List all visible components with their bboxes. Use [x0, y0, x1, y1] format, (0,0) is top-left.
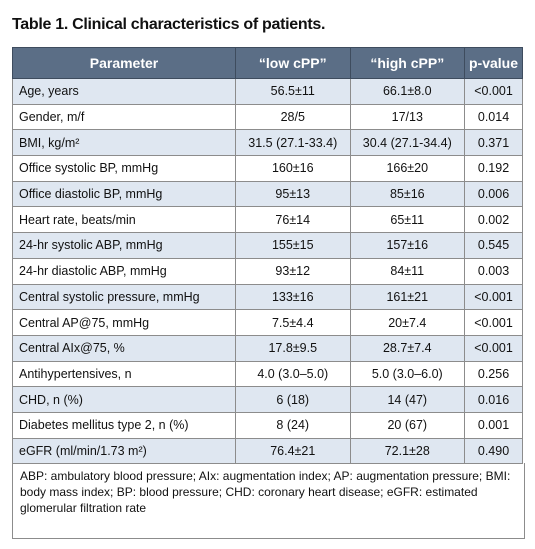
table-row: 24-hr systolic ABP, mmHg 155±15 157±16 0.54…	[12, 232, 523, 259]
table-cell: 93±12	[235, 257, 351, 285]
table-cell: Central AIx@75, %	[12, 334, 236, 362]
table-cell: 24-hr diastolic ABP, mmHg	[12, 257, 236, 285]
table-cell: eGFR (ml/min/1.73 m²)	[12, 437, 236, 465]
table-row: CHD, n (%) 6 (18) 14 (47) 0.016	[12, 386, 523, 413]
table-cell: 17/13	[349, 103, 466, 131]
table-cell: 24-hr systolic ABP, mmHg	[12, 232, 236, 259]
header-row: Parameter “low cPP” “high cPP” p-value	[12, 47, 523, 79]
table-row: Office systolic BP, mmHg 160±16 166±20 0.19…	[12, 155, 523, 182]
table-cell: Heart rate, beats/min	[12, 206, 236, 234]
table-cell: 84±11	[349, 257, 466, 285]
column-header: “high cPP”	[349, 47, 466, 79]
table: Parameter “low cPP” “high cPP” p-value Age,…	[12, 47, 523, 465]
table-cell: Antihypertensives, n	[12, 360, 236, 388]
table-row: eGFR (ml/min/1.73 m²) 76.4±21 72.1±28 0.490	[12, 437, 523, 465]
table-cell: 5.0 (3.0–6.0)	[349, 360, 466, 388]
table-cell: 133±16	[235, 283, 351, 311]
table-cell: 0.192	[464, 155, 523, 182]
table-row: Gender, m/f 28/5 17/13 0.014	[12, 103, 523, 131]
table-cell: 166±20	[349, 155, 466, 182]
table-cell: 66.1±8.0	[349, 78, 466, 105]
table-cell: 0.002	[464, 206, 523, 234]
table-cell: 7.5±4.4	[235, 309, 351, 336]
table-cell: 6 (18)	[235, 386, 351, 413]
table-cell: <0.001	[464, 309, 523, 336]
table-cell: Office diastolic BP, mmHg	[12, 180, 236, 208]
table-cell: Gender, m/f	[12, 103, 236, 131]
table-cell: 76±14	[235, 206, 351, 234]
table-cell: 72.1±28	[349, 437, 466, 465]
table-cell: BMI, kg/m²	[12, 129, 236, 157]
table-cell: 160±16	[235, 155, 351, 182]
table-row: Diabetes mellitus type 2, n (%) 8 (24) 20 …	[12, 411, 523, 439]
table-cell: Office systolic BP, mmHg	[12, 155, 236, 182]
table-cell: <0.001	[464, 334, 523, 362]
table-cell: 65±11	[349, 206, 466, 234]
table-row: Age, years 56.5±11 66.1±8.0 <0.001	[12, 78, 523, 105]
table-cell: 76.4±21	[235, 437, 351, 465]
table-cell: 56.5±11	[235, 78, 351, 105]
table-row: BMI, kg/m² 31.5 (27.1-33.4) 30.4 (27.1-34.…	[12, 129, 523, 157]
table-cell: 0.006	[464, 180, 523, 208]
table-cell: 0.001	[464, 411, 523, 439]
table-cell: 157±16	[349, 232, 466, 259]
table-cell: 4.0 (3.0–5.0)	[235, 360, 351, 388]
table-cell: 17.8±9.5	[235, 334, 351, 362]
table-body: Age, years 56.5±11 66.1±8.0 <0.001 Gender, m…	[12, 78, 523, 465]
table-title: Table 1. Clinical characteristics of pat…	[12, 16, 326, 33]
table-cell: <0.001	[464, 78, 523, 105]
column-header: “low cPP”	[235, 47, 351, 79]
table-cell: 14 (47)	[349, 386, 466, 413]
table-cell: 0.545	[464, 232, 523, 259]
table-row: Central AP@75, mmHg 7.5±4.4 20±7.4 <0.001	[12, 309, 523, 336]
table-row: Heart rate, beats/min 76±14 65±11 0.002	[12, 206, 523, 234]
table-cell: 85±16	[349, 180, 466, 208]
table-cell: 155±15	[235, 232, 351, 259]
table-cell: 20±7.4	[349, 309, 466, 336]
table-row: Antihypertensives, n 4.0 (3.0–5.0) 5.0 (3.…	[12, 360, 523, 388]
table-cell: Age, years	[12, 78, 236, 105]
table-cell: 95±13	[235, 180, 351, 208]
table-cell: 28.7±7.4	[349, 334, 466, 362]
table-cell: 20 (67)	[349, 411, 466, 439]
table-cell: 0.016	[464, 386, 523, 413]
column-header: p-value	[464, 47, 523, 79]
table-row: 24-hr diastolic ABP, mmHg 93±12 84±11 0.003	[12, 257, 523, 285]
table-row: Office diastolic BP, mmHg 95±13 85±16 0.006	[12, 180, 523, 208]
footnote: ABP: ambulatory blood pressure; AIx: aug…	[12, 463, 525, 539]
table-cell: 8 (24)	[235, 411, 351, 439]
table-row: Central AIx@75, % 17.8±9.5 28.7±7.4 <0.001	[12, 334, 523, 362]
table-cell: 0.371	[464, 129, 523, 157]
table-cell: Diabetes mellitus type 2, n (%)	[12, 411, 236, 439]
table-cell: 0.490	[464, 437, 523, 465]
table-cell: 0.256	[464, 360, 523, 388]
table-cell: 0.014	[464, 103, 523, 131]
table-cell: Central AP@75, mmHg	[12, 309, 236, 336]
table-cell: 31.5 (27.1-33.4)	[235, 129, 351, 157]
table-cell: 28/5	[235, 103, 351, 131]
table-row: Central systolic pressure, mmHg 133±16 161…	[12, 283, 523, 311]
table-cell: 0.003	[464, 257, 523, 285]
table-cell: Central systolic pressure, mmHg	[12, 283, 236, 311]
table-cell: CHD, n (%)	[12, 386, 236, 413]
table-cell: 161±21	[349, 283, 466, 311]
table-cell: 30.4 (27.1-34.4)	[349, 129, 466, 157]
column-header: Parameter	[12, 47, 236, 79]
table-cell: <0.001	[464, 283, 523, 311]
